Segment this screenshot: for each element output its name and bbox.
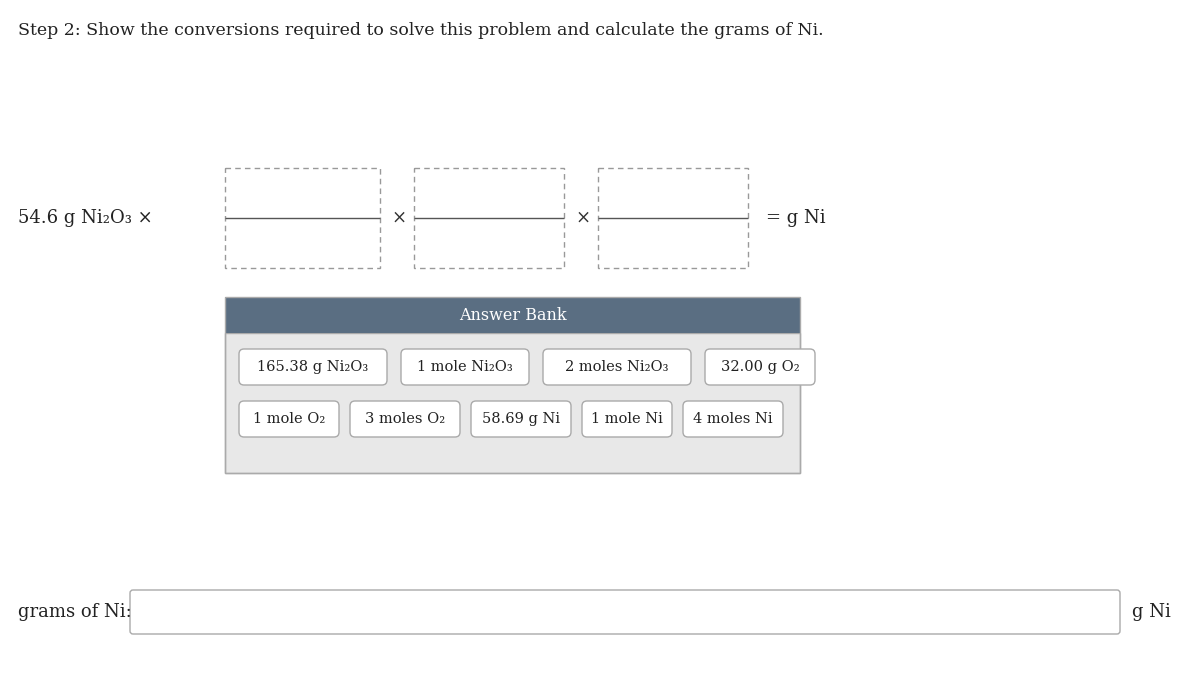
Text: g Ni: g Ni: [1132, 603, 1171, 621]
FancyBboxPatch shape: [683, 401, 784, 437]
Text: 54.6 g Ni₂O₃ ×: 54.6 g Ni₂O₃ ×: [18, 209, 152, 227]
Text: 32.00 g O₂: 32.00 g O₂: [721, 360, 799, 374]
FancyBboxPatch shape: [239, 401, 340, 437]
Text: 1 mole Ni: 1 mole Ni: [592, 412, 662, 426]
Bar: [226, 297, 800, 333]
Text: ×: ×: [576, 209, 592, 227]
Text: ×: ×: [392, 209, 407, 227]
FancyBboxPatch shape: [542, 349, 691, 385]
Text: 1 mole O₂: 1 mole O₂: [253, 412, 325, 426]
Text: Step 2: Show the conversions required to solve this problem and calculate the gr: Step 2: Show the conversions required to…: [18, 22, 823, 39]
FancyBboxPatch shape: [130, 590, 1120, 634]
FancyBboxPatch shape: [706, 349, 815, 385]
Bar: [414, 168, 564, 268]
FancyBboxPatch shape: [401, 349, 529, 385]
Text: 4 moles Ni: 4 moles Ni: [694, 412, 773, 426]
Bar: [598, 168, 748, 268]
Bar: [226, 168, 380, 268]
Bar: [226, 333, 800, 473]
Bar: [226, 297, 800, 473]
FancyBboxPatch shape: [470, 401, 571, 437]
Text: = g Ni: = g Ni: [766, 209, 826, 227]
FancyBboxPatch shape: [582, 401, 672, 437]
Text: 165.38 g Ni₂O₃: 165.38 g Ni₂O₃: [257, 360, 368, 374]
Text: grams of Ni:: grams of Ni:: [18, 603, 132, 621]
FancyBboxPatch shape: [350, 401, 460, 437]
Text: 58.69 g Ni: 58.69 g Ni: [482, 412, 560, 426]
Text: 2 moles Ni₂O₃: 2 moles Ni₂O₃: [565, 360, 668, 374]
Text: Answer Bank: Answer Bank: [458, 307, 566, 324]
Text: 1 mole Ni₂O₃: 1 mole Ni₂O₃: [418, 360, 512, 374]
Text: 3 moles O₂: 3 moles O₂: [365, 412, 445, 426]
FancyBboxPatch shape: [239, 349, 386, 385]
